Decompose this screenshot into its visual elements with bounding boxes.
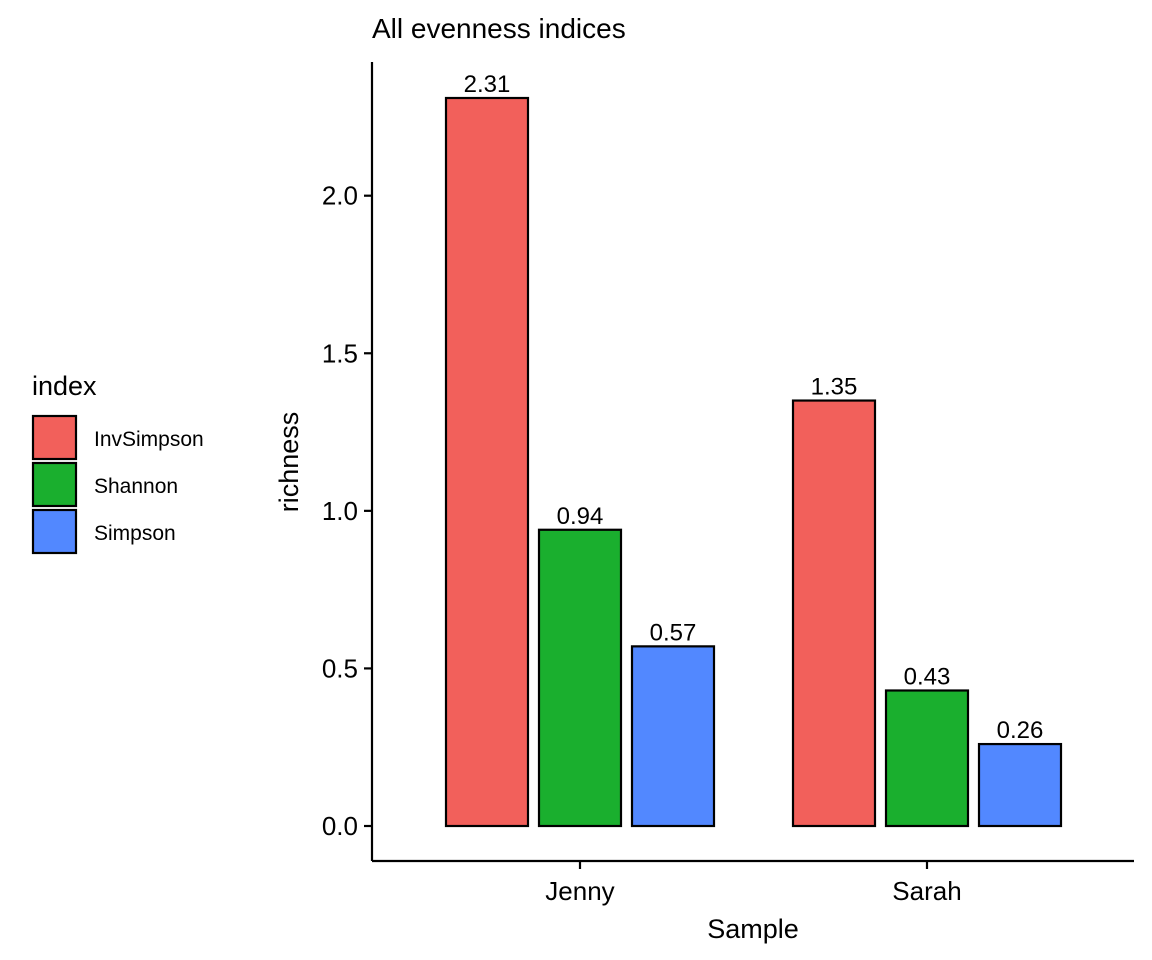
bar-invsimpson-jenny (444, 96, 530, 828)
y-tick-label: 1.0 (322, 496, 358, 526)
legend-swatch-simpson (31, 508, 78, 555)
legend-label: Shannon (94, 475, 178, 498)
y-tick-label: 0.0 (322, 811, 358, 841)
legend-swatch-invsimpson (31, 414, 78, 461)
y-tick-label: 1.5 (322, 338, 358, 368)
chart-title: All evenness indices (372, 13, 626, 44)
data-label: 1.35 (811, 374, 858, 401)
legend: index InvSimpson Shannon Simpson (31, 371, 204, 555)
data-label: 2.31 (464, 71, 511, 98)
data-label: 0.57 (650, 619, 697, 646)
y-tick-label: 2.0 (322, 181, 358, 211)
bar-shannon-sarah (884, 689, 970, 828)
data-label: 0.26 (997, 717, 1044, 744)
bar-simpson-sarah (977, 742, 1063, 828)
plot-area: 0.0 0.5 1.0 1.5 2.0 Jenny Sarah 2.31 1.35 0.94 0.4… (322, 62, 1134, 906)
y-axis-title: richness (274, 412, 304, 513)
x-axis-title: Sample (707, 914, 799, 944)
bar-invsimpson-sarah (791, 399, 877, 828)
bar-simpson-jenny (630, 645, 716, 828)
y-tick-label: 0.5 (322, 653, 358, 683)
x-tick-label: Jenny (545, 876, 614, 906)
legend-label: InvSimpson (94, 428, 204, 451)
x-tick-label: Sarah (892, 876, 961, 906)
legend-swatch-shannon (31, 461, 78, 508)
data-label: 0.94 (557, 503, 604, 530)
data-label: 0.43 (904, 663, 951, 690)
legend-title: index (32, 371, 97, 401)
bar-shannon-jenny (537, 528, 623, 828)
legend-label: Simpson (94, 522, 176, 545)
